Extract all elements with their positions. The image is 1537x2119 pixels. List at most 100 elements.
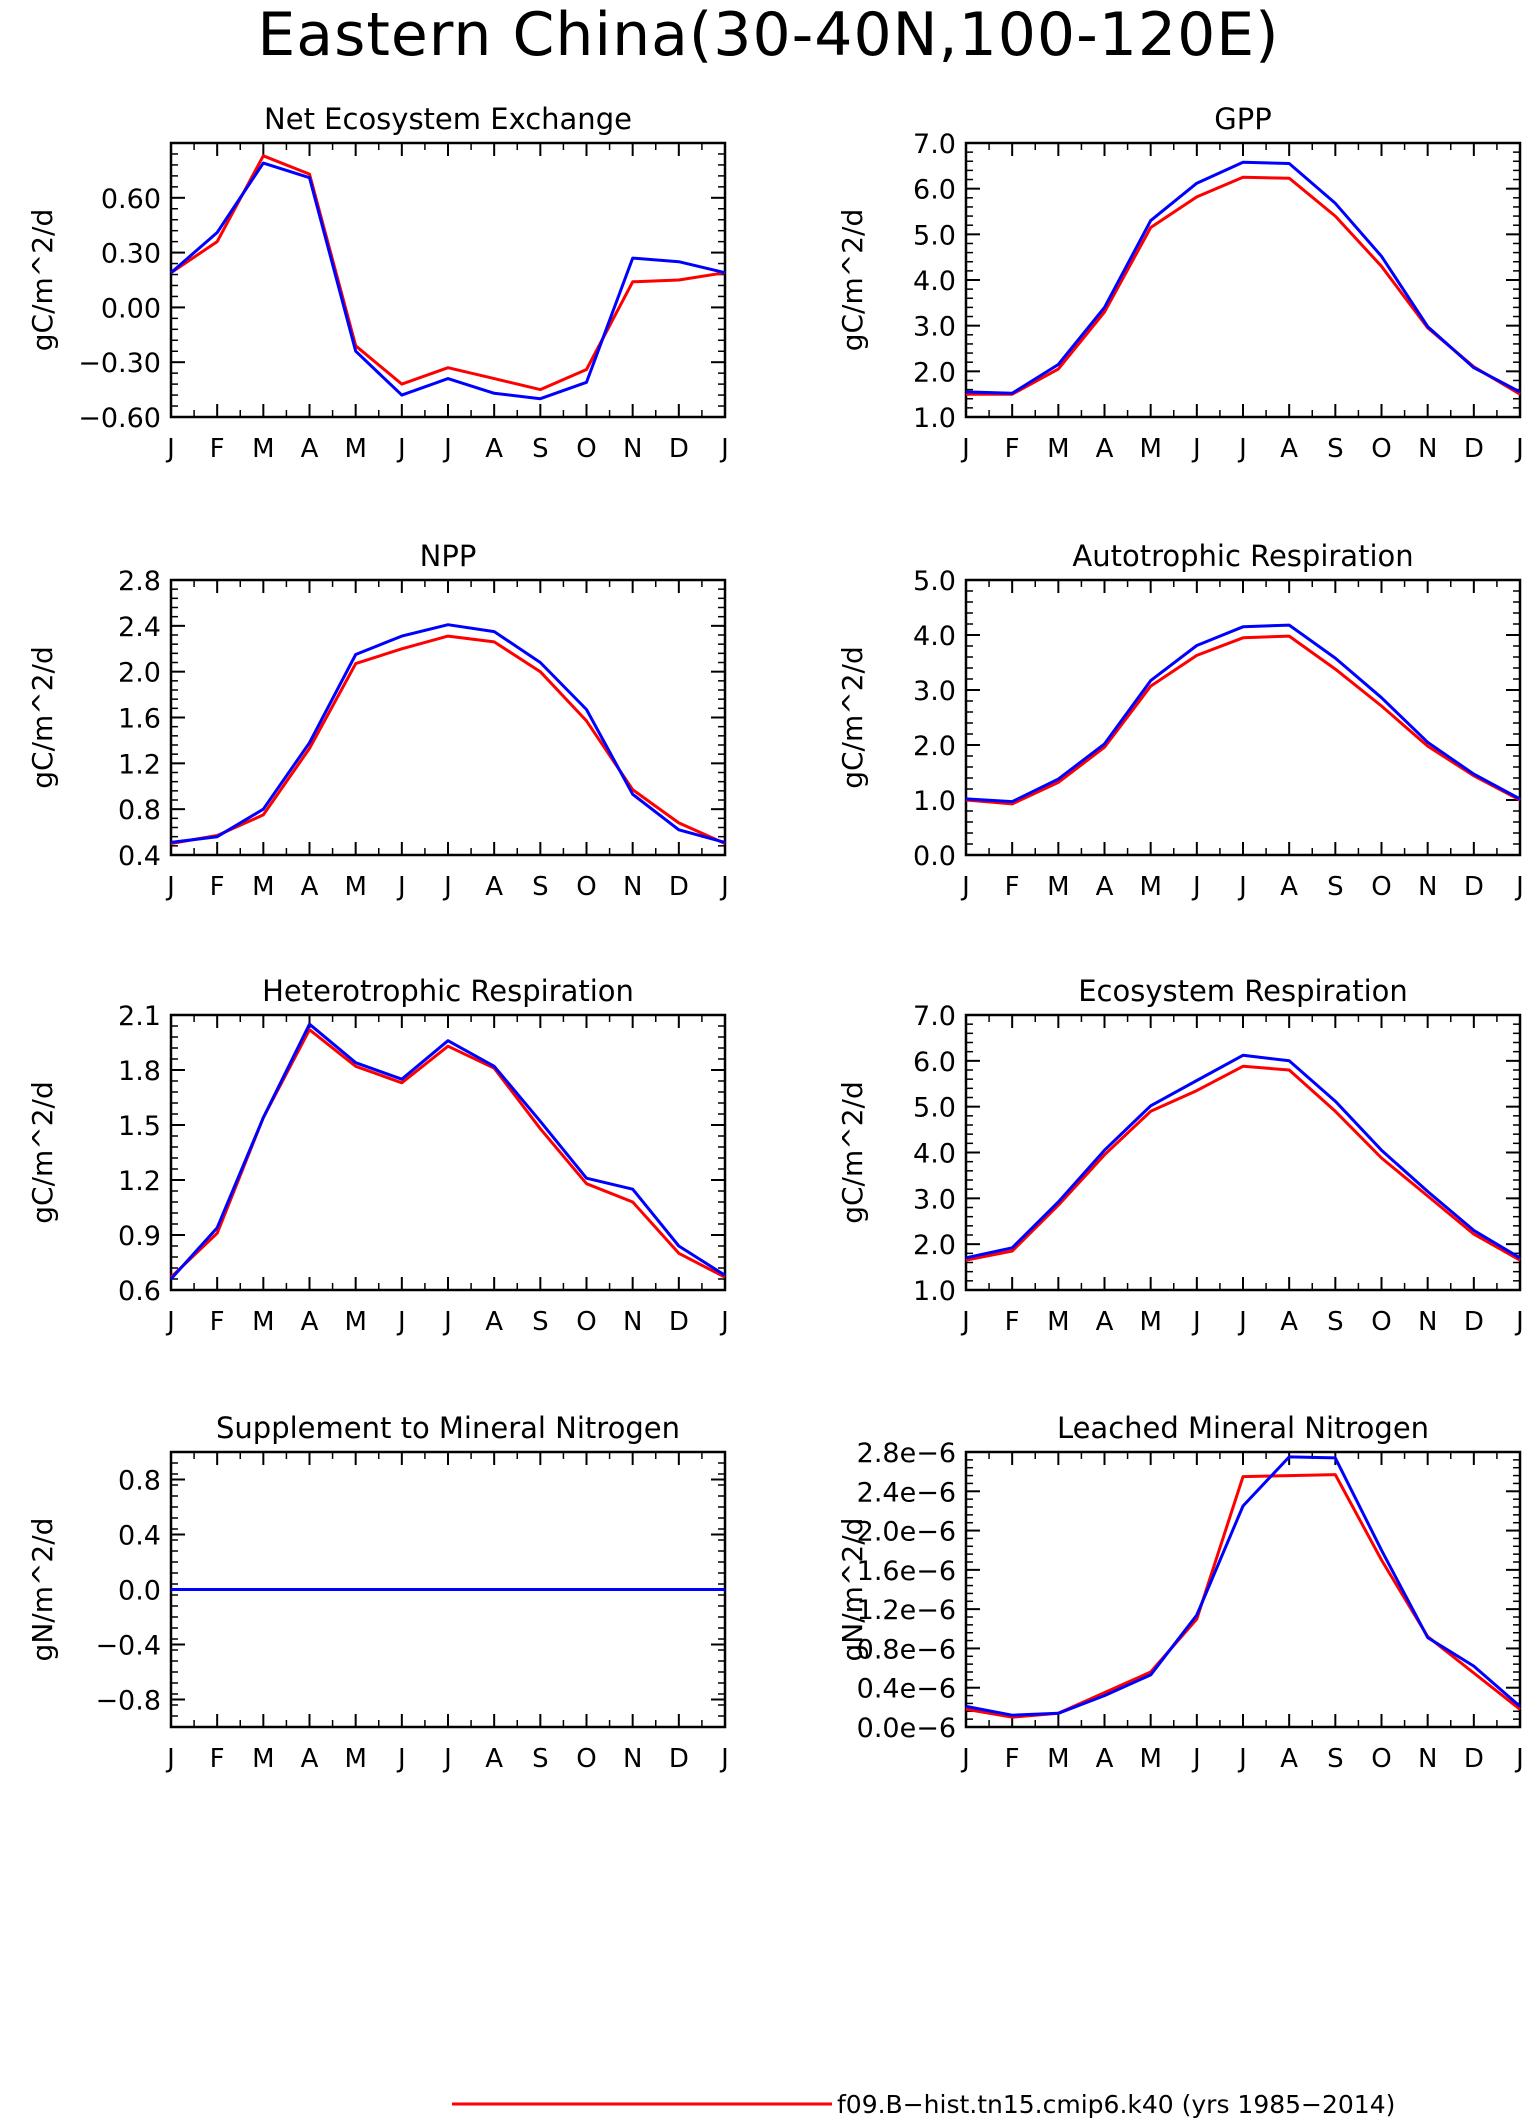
x-tick-label: A bbox=[485, 1744, 503, 1774]
plot-frame bbox=[964, 141, 1522, 419]
y-tick-label: 0.30 bbox=[101, 239, 161, 270]
x-tick-label: J bbox=[165, 872, 175, 902]
x-tick-label: O bbox=[576, 872, 596, 902]
x-tick-label: O bbox=[576, 1307, 596, 1337]
figure-title: Eastern China(30-40N,100-120E) bbox=[257, 0, 1280, 70]
x-tick-label: J bbox=[1191, 1744, 1201, 1774]
x-tick-label: F bbox=[210, 1307, 225, 1337]
x-tick-label: A bbox=[1096, 434, 1114, 464]
x-tick-label: A bbox=[485, 872, 503, 902]
y-axis-label: gC/m^2/d bbox=[26, 209, 59, 352]
x-tick-label: J bbox=[396, 872, 406, 902]
x-tick-label: S bbox=[1327, 872, 1344, 902]
y-axis-label: gC/m^2/d bbox=[26, 646, 59, 789]
y-tick-label: −0.60 bbox=[78, 403, 161, 434]
y-tick-label: 0.8e−6 bbox=[857, 1634, 956, 1665]
x-tick-label: F bbox=[1005, 1744, 1020, 1774]
y-tick-label: 1.5 bbox=[118, 1111, 161, 1142]
y-tick-label: 2.0 bbox=[913, 731, 956, 762]
chart-title: Leached Mineral Nitrogen bbox=[1057, 1411, 1429, 1445]
y-tick-label: 0.4 bbox=[118, 1521, 161, 1552]
y-tick-label: 0.4e−6 bbox=[857, 1674, 956, 1705]
x-tick-label: J bbox=[719, 1744, 729, 1774]
x-tick-label: F bbox=[1005, 1307, 1020, 1337]
x-tick-label: D bbox=[1464, 434, 1484, 464]
x-tick-label: J bbox=[396, 1307, 406, 1337]
x-tick-label: J bbox=[719, 1307, 729, 1337]
x-tick-label: M bbox=[344, 434, 366, 464]
x-tick-label: J bbox=[1514, 434, 1524, 464]
x-tick-label: J bbox=[960, 434, 970, 464]
x-tick-label: S bbox=[532, 1307, 549, 1337]
x-tick-label: M bbox=[252, 872, 274, 902]
y-tick-label: 0.00 bbox=[101, 293, 161, 324]
series-line-1 bbox=[169, 1028, 726, 1279]
y-tick-label: 2.0 bbox=[913, 357, 956, 388]
x-tick-label: J bbox=[1237, 1307, 1247, 1337]
x-tick-label: J bbox=[1514, 1744, 1524, 1774]
x-tick-label: A bbox=[1280, 1307, 1298, 1337]
x-tick-label: N bbox=[623, 1307, 642, 1337]
y-tick-label: 0.8 bbox=[118, 1466, 161, 1497]
x-tick-label: J bbox=[1237, 872, 1247, 902]
x-tick-label: J bbox=[442, 434, 452, 464]
y-tick-label: 2.0 bbox=[118, 658, 161, 689]
x-tick-label: J bbox=[1191, 434, 1201, 464]
y-tick-label: 2.4 bbox=[118, 612, 161, 643]
x-tick-label: D bbox=[1464, 872, 1484, 902]
y-tick-label: 2.8e−6 bbox=[857, 1438, 956, 1469]
x-tick-label: O bbox=[576, 1744, 596, 1774]
y-tick-label: 2.0 bbox=[913, 1230, 956, 1261]
x-tick-label: F bbox=[1005, 872, 1020, 902]
x-tick-label: M bbox=[1047, 872, 1069, 902]
x-tick-label: J bbox=[960, 872, 970, 902]
x-tick-label: J bbox=[1191, 872, 1201, 902]
x-tick-label: S bbox=[532, 872, 549, 902]
series-line-1 bbox=[965, 634, 1521, 806]
y-tick-label: 4.0 bbox=[913, 621, 956, 652]
x-tick-label: F bbox=[210, 872, 225, 902]
y-tick-label: 6.0 bbox=[913, 175, 956, 206]
legend-label: f09.B−hist.tn15.cmip6.k40 (yrs 1985−2014… bbox=[837, 2090, 1395, 2119]
series-line-1 bbox=[170, 154, 726, 392]
chart-title: GPP bbox=[1214, 102, 1271, 136]
series-line-2 bbox=[965, 1455, 1521, 1717]
y-tick-label: 3.0 bbox=[913, 676, 956, 707]
x-tick-label: A bbox=[1096, 872, 1114, 902]
legend: f09.B−hist.tn15.cmip6.k40 (yrs 1985−2014… bbox=[452, 2090, 1395, 2119]
y-axis-label: gC/m^2/d bbox=[26, 1081, 59, 1224]
x-tick-label: J bbox=[165, 434, 175, 464]
series-line-2 bbox=[965, 623, 1521, 804]
y-tick-label: 5.0 bbox=[913, 220, 956, 251]
x-tick-label: J bbox=[719, 872, 729, 902]
x-tick-label: J bbox=[442, 872, 452, 902]
x-tick-label: J bbox=[442, 1744, 452, 1774]
x-tick-label: M bbox=[1139, 434, 1161, 464]
x-tick-label: A bbox=[301, 434, 319, 464]
y-tick-label: 7.0 bbox=[913, 1001, 956, 1032]
x-tick-label: N bbox=[1418, 872, 1437, 902]
x-tick-label: A bbox=[485, 1307, 503, 1337]
x-tick-label: M bbox=[1047, 434, 1069, 464]
y-tick-label: −0.8 bbox=[95, 1686, 161, 1717]
x-tick-label: D bbox=[669, 434, 689, 464]
x-tick-label: N bbox=[1418, 1744, 1437, 1774]
x-tick-label: J bbox=[396, 1744, 406, 1774]
x-tick-label: M bbox=[1047, 1744, 1069, 1774]
y-tick-label: 2.8 bbox=[118, 566, 161, 597]
x-tick-label: J bbox=[1514, 872, 1524, 902]
y-tick-label: 1.2e−6 bbox=[857, 1595, 956, 1626]
y-tick-label: 3.0 bbox=[913, 312, 956, 343]
y-tick-label: 0.8 bbox=[118, 795, 161, 826]
y-tick-label: 1.0 bbox=[913, 786, 956, 817]
x-tick-label: N bbox=[1418, 434, 1437, 464]
y-tick-label: 0.0 bbox=[913, 841, 956, 872]
x-tick-label: D bbox=[669, 1307, 689, 1337]
y-tick-label: 4.0 bbox=[913, 266, 956, 297]
chart-title: Supplement to Mineral Nitrogen bbox=[216, 1411, 680, 1445]
plot-frame bbox=[964, 578, 1522, 857]
